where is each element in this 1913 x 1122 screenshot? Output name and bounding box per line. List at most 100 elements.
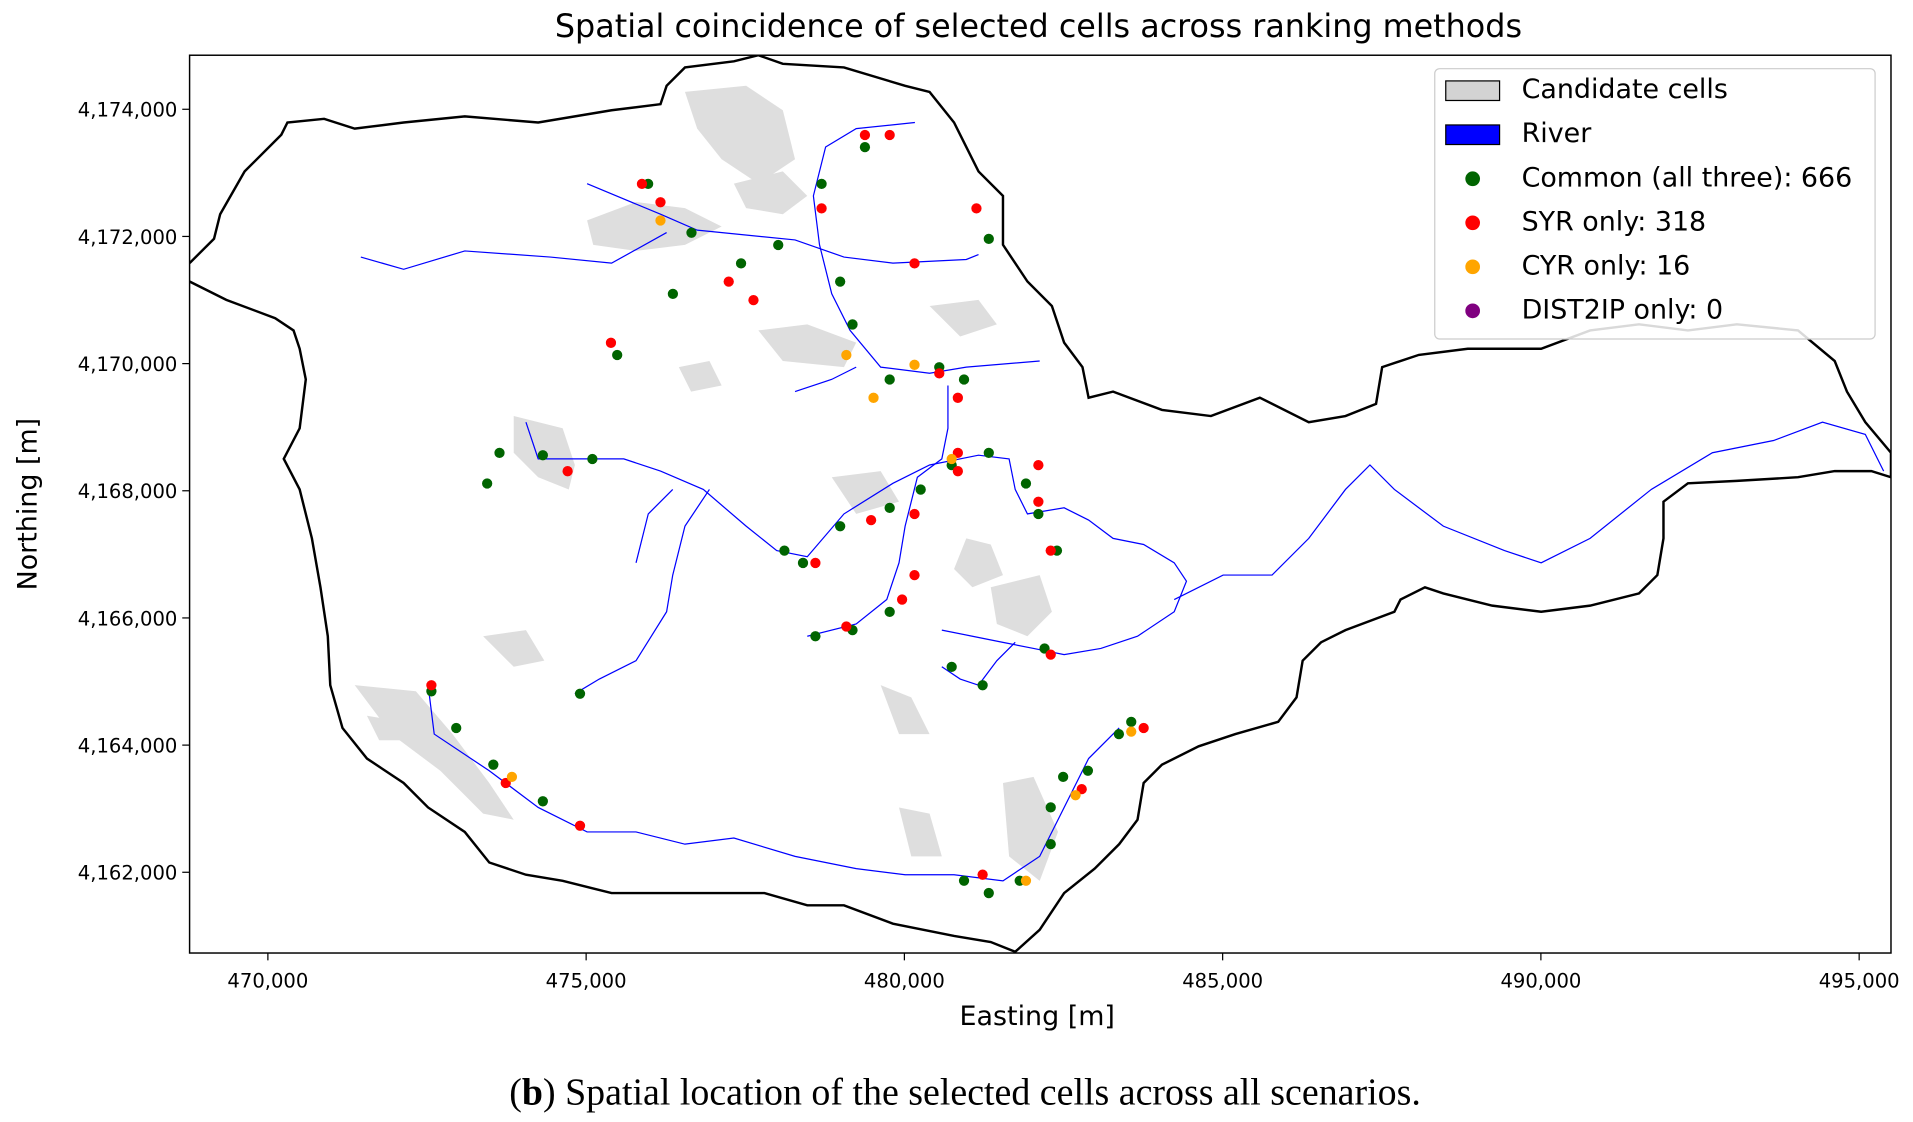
- point: [1082, 765, 1094, 776]
- y-tick-label: 4,168,000: [78, 480, 178, 503]
- points: [426, 129, 1149, 899]
- point: [983, 233, 994, 244]
- point: [1057, 771, 1069, 783]
- point: [884, 129, 895, 141]
- caption-text: ) Spatial location of the selected cells…: [543, 1072, 1421, 1114]
- point: [612, 349, 623, 361]
- point: [915, 484, 926, 495]
- x-tick-label: 490,000: [1500, 969, 1581, 992]
- point: [816, 203, 827, 214]
- chart-title: Spatial coincidence of selected cells ac…: [555, 8, 1522, 45]
- point: [952, 392, 963, 403]
- point: [1113, 728, 1125, 740]
- point: [835, 521, 846, 532]
- point: [748, 294, 759, 306]
- legend-label: River: [1522, 118, 1593, 149]
- x-tick-label: 470,000: [227, 969, 308, 992]
- axes-frame: [188, 54, 1892, 954]
- point: [1126, 726, 1137, 737]
- point: [574, 820, 586, 831]
- point: [537, 450, 548, 461]
- candidate-cells: [354, 85, 1059, 881]
- legend-label: Candidate cells: [1522, 74, 1728, 105]
- x-tick-label: 485,000: [1182, 969, 1263, 992]
- point: [587, 453, 598, 465]
- point: [946, 661, 957, 672]
- caption: (b) Spatial location of the selected cel…: [509, 1072, 1421, 1114]
- point: [506, 771, 518, 783]
- point: [1045, 649, 1056, 660]
- map: [189, 55, 1891, 954]
- point: [1045, 838, 1056, 850]
- point: [896, 594, 908, 605]
- point: [1045, 545, 1056, 556]
- point: [841, 621, 852, 632]
- point: [841, 349, 852, 361]
- point: [884, 606, 895, 617]
- legend-marker: [1465, 171, 1481, 187]
- point: [723, 276, 734, 287]
- legend-patch: [1445, 124, 1501, 146]
- point: [562, 466, 573, 477]
- y-tick-label: 4,162,000: [78, 862, 178, 885]
- point: [655, 197, 666, 208]
- point: [909, 258, 920, 269]
- point: [488, 759, 499, 770]
- legend-label: Common (all three): 666: [1522, 162, 1853, 193]
- caption-label: b: [522, 1072, 543, 1114]
- y-tick-label: 4,174,000: [78, 99, 178, 122]
- point: [859, 142, 871, 153]
- point: [686, 227, 697, 238]
- legend: [1434, 68, 1876, 340]
- point: [1020, 875, 1032, 886]
- point: [636, 178, 648, 189]
- point: [482, 478, 493, 489]
- point: [934, 368, 945, 379]
- point: [971, 203, 982, 214]
- point: [1033, 508, 1044, 520]
- legend-marker: [1465, 303, 1481, 319]
- point: [451, 722, 462, 734]
- legend-patch: [1445, 80, 1501, 102]
- point: [1033, 459, 1044, 471]
- x-axis-label: Easting [m]: [960, 1001, 1115, 1032]
- y-axis-label: Northing [m]: [13, 418, 44, 591]
- y-tick-label: 4,166,000: [78, 607, 178, 630]
- point: [773, 239, 784, 251]
- point: [884, 374, 895, 385]
- point: [816, 178, 827, 189]
- point: [946, 453, 957, 465]
- point: [909, 508, 920, 520]
- point: [983, 887, 994, 899]
- point: [983, 447, 994, 459]
- legend-items: Candidate cells River Common (all three): …: [1445, 74, 1853, 325]
- point: [537, 796, 548, 807]
- y-tick-label: 4,172,000: [78, 226, 178, 249]
- legend-marker: [1465, 259, 1481, 275]
- point: [1045, 802, 1056, 813]
- point: [835, 276, 846, 287]
- point: [1033, 496, 1044, 507]
- point: [909, 359, 920, 370]
- point: [605, 337, 617, 348]
- x-tick-label: 495,000: [1819, 969, 1900, 992]
- point: [810, 557, 821, 569]
- caption-open: (: [509, 1072, 522, 1114]
- point: [797, 557, 809, 569]
- point: [655, 215, 666, 226]
- point: [426, 680, 437, 691]
- point: [574, 688, 586, 699]
- y-tick-label: 4,164,000: [78, 734, 178, 757]
- point: [494, 447, 505, 459]
- point: [667, 288, 679, 300]
- point: [865, 515, 877, 526]
- point: [1020, 478, 1032, 489]
- point: [735, 258, 747, 269]
- point: [958, 374, 970, 385]
- point: [847, 319, 858, 330]
- point: [1070, 790, 1081, 801]
- point: [958, 875, 970, 886]
- point: [952, 466, 963, 477]
- point: [779, 545, 790, 556]
- legend-marker: [1465, 215, 1481, 231]
